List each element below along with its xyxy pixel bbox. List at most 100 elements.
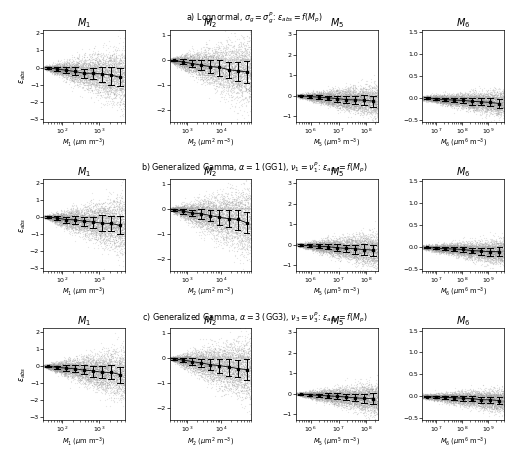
Point: [450, 393, 458, 401]
Point: [324, 97, 332, 105]
Point: [462, 100, 470, 108]
Point: [333, 98, 341, 105]
Point: [119, 365, 127, 372]
Point: [314, 93, 322, 100]
Point: [455, 391, 463, 399]
Point: [195, 360, 204, 368]
Point: [337, 99, 346, 106]
Point: [366, 411, 375, 419]
Point: [320, 391, 328, 398]
Point: [240, 352, 248, 359]
Point: [200, 62, 208, 69]
Point: [467, 253, 475, 260]
Point: [488, 249, 496, 256]
Point: [210, 64, 218, 71]
Point: [208, 207, 216, 214]
Point: [112, 223, 121, 230]
Point: [420, 93, 429, 101]
Point: [60, 365, 68, 373]
Point: [120, 198, 128, 206]
Point: [94, 60, 102, 67]
Point: [204, 215, 212, 223]
Point: [199, 50, 207, 57]
Point: [214, 240, 222, 247]
Point: [473, 99, 482, 106]
Point: [344, 236, 352, 243]
Point: [334, 392, 342, 400]
Point: [173, 357, 181, 365]
Point: [444, 393, 453, 401]
Point: [59, 213, 67, 220]
Point: [174, 203, 182, 211]
Point: [330, 237, 338, 245]
Point: [439, 245, 447, 252]
Point: [98, 361, 106, 368]
Point: [46, 361, 54, 368]
Point: [362, 99, 370, 106]
Point: [333, 238, 341, 245]
Point: [473, 254, 482, 261]
Point: [488, 250, 496, 258]
Point: [303, 394, 311, 401]
Point: [214, 349, 222, 356]
Point: [171, 354, 179, 362]
Point: [499, 93, 507, 100]
Point: [335, 95, 343, 103]
Point: [301, 392, 309, 400]
Point: [79, 68, 87, 76]
Point: [45, 64, 53, 71]
Point: [330, 389, 338, 396]
Point: [44, 362, 52, 370]
Point: [324, 88, 332, 96]
Point: [343, 250, 351, 257]
Point: [490, 394, 498, 401]
Point: [176, 58, 184, 65]
Point: [243, 39, 251, 47]
Point: [229, 193, 237, 201]
Point: [339, 400, 347, 407]
Point: [344, 242, 352, 249]
Point: [173, 61, 181, 68]
Point: [203, 358, 211, 365]
Point: [200, 69, 208, 77]
Point: [186, 349, 194, 356]
Point: [363, 92, 371, 100]
Point: [317, 93, 325, 101]
Point: [234, 56, 242, 63]
Point: [351, 255, 359, 262]
Point: [78, 360, 87, 368]
Point: [471, 242, 479, 249]
Point: [371, 85, 379, 92]
Point: [318, 246, 326, 254]
Point: [172, 355, 180, 363]
Point: [332, 242, 340, 249]
Point: [322, 242, 330, 249]
Point: [199, 209, 207, 217]
Point: [229, 348, 237, 356]
Point: [449, 241, 458, 248]
Point: [459, 95, 467, 102]
Point: [59, 368, 67, 375]
Point: [69, 222, 77, 229]
Point: [102, 218, 110, 225]
Point: [187, 214, 195, 222]
Point: [441, 394, 449, 401]
Point: [432, 245, 440, 252]
Point: [63, 370, 71, 377]
Point: [329, 389, 337, 397]
Point: [304, 93, 312, 101]
Point: [69, 221, 77, 228]
Point: [203, 51, 211, 59]
Point: [206, 361, 214, 369]
Point: [47, 215, 55, 222]
Point: [61, 214, 69, 221]
Point: [297, 389, 305, 397]
Point: [55, 217, 63, 225]
Point: [339, 230, 347, 237]
Point: [55, 362, 63, 369]
Point: [104, 380, 112, 387]
Point: [93, 365, 101, 372]
Point: [475, 250, 484, 257]
Point: [445, 246, 453, 254]
Point: [335, 401, 343, 408]
